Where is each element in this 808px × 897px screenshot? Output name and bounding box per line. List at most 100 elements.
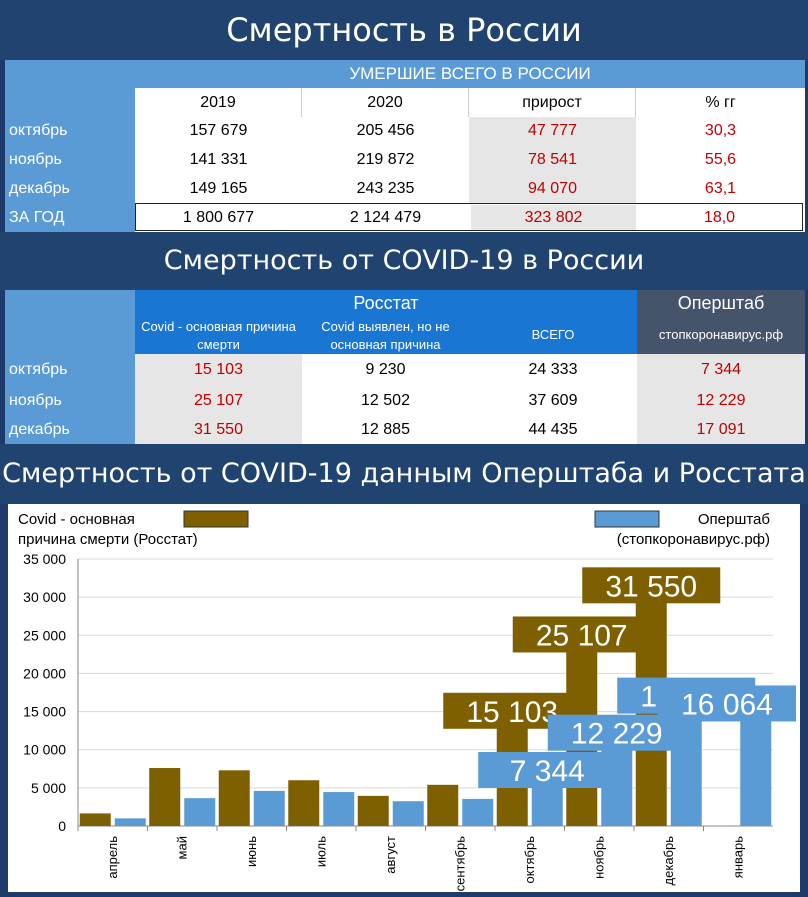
table2-sub-not-main: Covid выявлен, но не основная причина xyxy=(302,316,469,354)
table-total-deaths: УМЕРШИЕ ВСЕГО В РОССИИ 2019 2020 прирост… xyxy=(5,60,805,232)
bar-rosstat xyxy=(79,813,111,826)
data-label: 31 550 xyxy=(605,570,697,603)
x-category-label: октябрь xyxy=(522,836,537,884)
table-covid-deaths: Росстат Оперштаб Covid - основная причин… xyxy=(5,290,805,444)
table2-cell: 12 885 xyxy=(361,421,410,438)
chart-container: 0 5 000 10 000 15 000 20 000 25 000 30 000 35 0… xyxy=(8,504,800,892)
table1-cell: 47 777 xyxy=(469,117,636,145)
table2-sub-total: ВСЕГО xyxy=(469,316,637,354)
table1-total-border xyxy=(135,203,803,231)
table1-col-2019: 2019 xyxy=(135,88,302,117)
y-tick-label: 35 000 xyxy=(23,551,66,567)
table1-col-2020: 2020 xyxy=(302,88,469,117)
legend-swatch-rosstat xyxy=(183,510,249,528)
table1-cell: 243 235 xyxy=(356,180,415,197)
table2-cell: 17 091 xyxy=(637,416,805,444)
y-tick-label: 15 000 xyxy=(23,704,66,720)
bar-opershtab xyxy=(114,818,146,826)
table2-row-label: ноябрь xyxy=(5,385,135,416)
bar-opershtab xyxy=(392,801,424,826)
data-label: 16 064 xyxy=(681,688,773,721)
y-tick-label: 5 000 xyxy=(31,780,66,796)
table2-cell: 12 229 xyxy=(637,385,805,416)
table1-cell: 18,0 xyxy=(703,209,736,226)
table1-row-label-total: ЗА ГОД xyxy=(5,203,135,232)
x-category-label: август xyxy=(383,836,398,874)
table1-cell: 94 070 xyxy=(469,174,636,203)
x-category-label: май xyxy=(174,836,189,859)
bar-rosstat xyxy=(149,768,181,826)
y-tick-label: 0 xyxy=(58,818,66,834)
table2-cell: 31 550 xyxy=(135,416,302,444)
y-tick-label: 25 000 xyxy=(23,627,66,643)
table1-cell: 157 679 xyxy=(189,122,248,139)
table1-cell: 149 165 xyxy=(189,180,248,197)
table1-cell: 63,1 xyxy=(704,180,737,197)
legend-label: Оперштаб xyxy=(698,511,770,528)
table1-cell: 219 872 xyxy=(356,151,415,168)
table2-row-label: декабрь xyxy=(5,416,135,444)
data-label: 25 107 xyxy=(536,619,628,652)
legend-label: Covid - основная xyxy=(18,511,135,528)
table1-row-label: ноябрь xyxy=(5,145,135,174)
x-category-label: июнь xyxy=(244,836,259,867)
table2-cell: 24 333 xyxy=(528,361,578,378)
table2-sub-main-cause: Covid - основная причина смерти xyxy=(135,316,302,354)
legend-label: причина смерти (Росстат) xyxy=(18,531,198,548)
table1-cell: 78 541 xyxy=(469,145,636,174)
bar-rosstat xyxy=(288,780,320,826)
bar-opershtab xyxy=(184,798,216,826)
data-label-box xyxy=(582,567,721,604)
table1-row-label: декабрь xyxy=(5,174,135,203)
x-category-label: июль xyxy=(313,836,328,867)
table1-cell: 2 124 479 xyxy=(349,209,422,226)
table2-header-rosstat: Росстат xyxy=(135,290,637,316)
x-category-label: январь xyxy=(730,836,745,878)
bar-chart: 0 5 000 10 000 15 000 20 000 25 000 30 000 35 0… xyxy=(18,510,796,892)
data-label: 15 103 xyxy=(466,696,558,729)
x-category-label: ноябрь xyxy=(591,836,606,879)
legend-swatch-opershtab xyxy=(594,510,660,528)
y-tick-label: 10 000 xyxy=(23,742,66,758)
table1-cell: 323 802 xyxy=(471,205,636,230)
x-category-label: декабрь xyxy=(661,836,676,886)
table1-cell: 55,6 xyxy=(704,151,737,168)
y-tick-label: 20 000 xyxy=(23,665,66,681)
data-label-box xyxy=(512,616,651,653)
table1-cell: 1 800 677 xyxy=(182,209,255,226)
table2-row-label: октябрь xyxy=(5,354,135,385)
bar-opershtab xyxy=(253,790,285,826)
title-mortality-russia: Смертность в России xyxy=(0,0,808,60)
bar-rosstat xyxy=(218,770,250,826)
table1-col-growth: прирост xyxy=(469,88,636,117)
table2-cell: 37 609 xyxy=(528,392,578,409)
data-label: 7 344 xyxy=(510,755,585,788)
table2-cell: 25 107 xyxy=(135,385,302,416)
table1-header: УМЕРШИЕ ВСЕГО В РОССИИ xyxy=(135,60,805,88)
data-label: 12 229 xyxy=(571,718,663,751)
y-tick-label: 30 000 xyxy=(23,589,66,605)
data-label-box xyxy=(658,685,796,722)
bar-opershtab xyxy=(323,792,355,826)
table1-cell: 30,3 xyxy=(704,122,737,139)
table2-cell: 9 230 xyxy=(365,361,406,378)
title-covid-mortality: Смертность от COVID-19 в России xyxy=(0,232,808,290)
table1-cell: 205 456 xyxy=(356,122,415,139)
legend-label: (стопкоронавирус.рф) xyxy=(617,531,770,548)
bar-opershtab xyxy=(462,798,494,826)
table1-row-label: октябрь xyxy=(5,117,135,145)
data-label-box xyxy=(478,751,617,788)
table2-header-opershtab: Оперштаб xyxy=(637,290,805,316)
table2-sub-site: стопкоронавирус.рф xyxy=(637,316,805,354)
bar-rosstat xyxy=(427,784,459,826)
x-category-label: сентябрь xyxy=(452,836,467,892)
x-category-label: апрель xyxy=(105,836,120,879)
table1-col-pct: % гг xyxy=(705,94,736,111)
table2-cell: 15 103 xyxy=(135,354,302,385)
table1-cell: 141 331 xyxy=(189,151,248,168)
table2-cell: 7 344 xyxy=(637,354,805,385)
title-covid-compare: Смертность от COVID-19 данным Оперштаба … xyxy=(0,444,808,504)
table2-cell: 12 502 xyxy=(361,392,410,409)
bar-opershtab xyxy=(740,703,772,826)
bar-rosstat xyxy=(357,795,389,826)
